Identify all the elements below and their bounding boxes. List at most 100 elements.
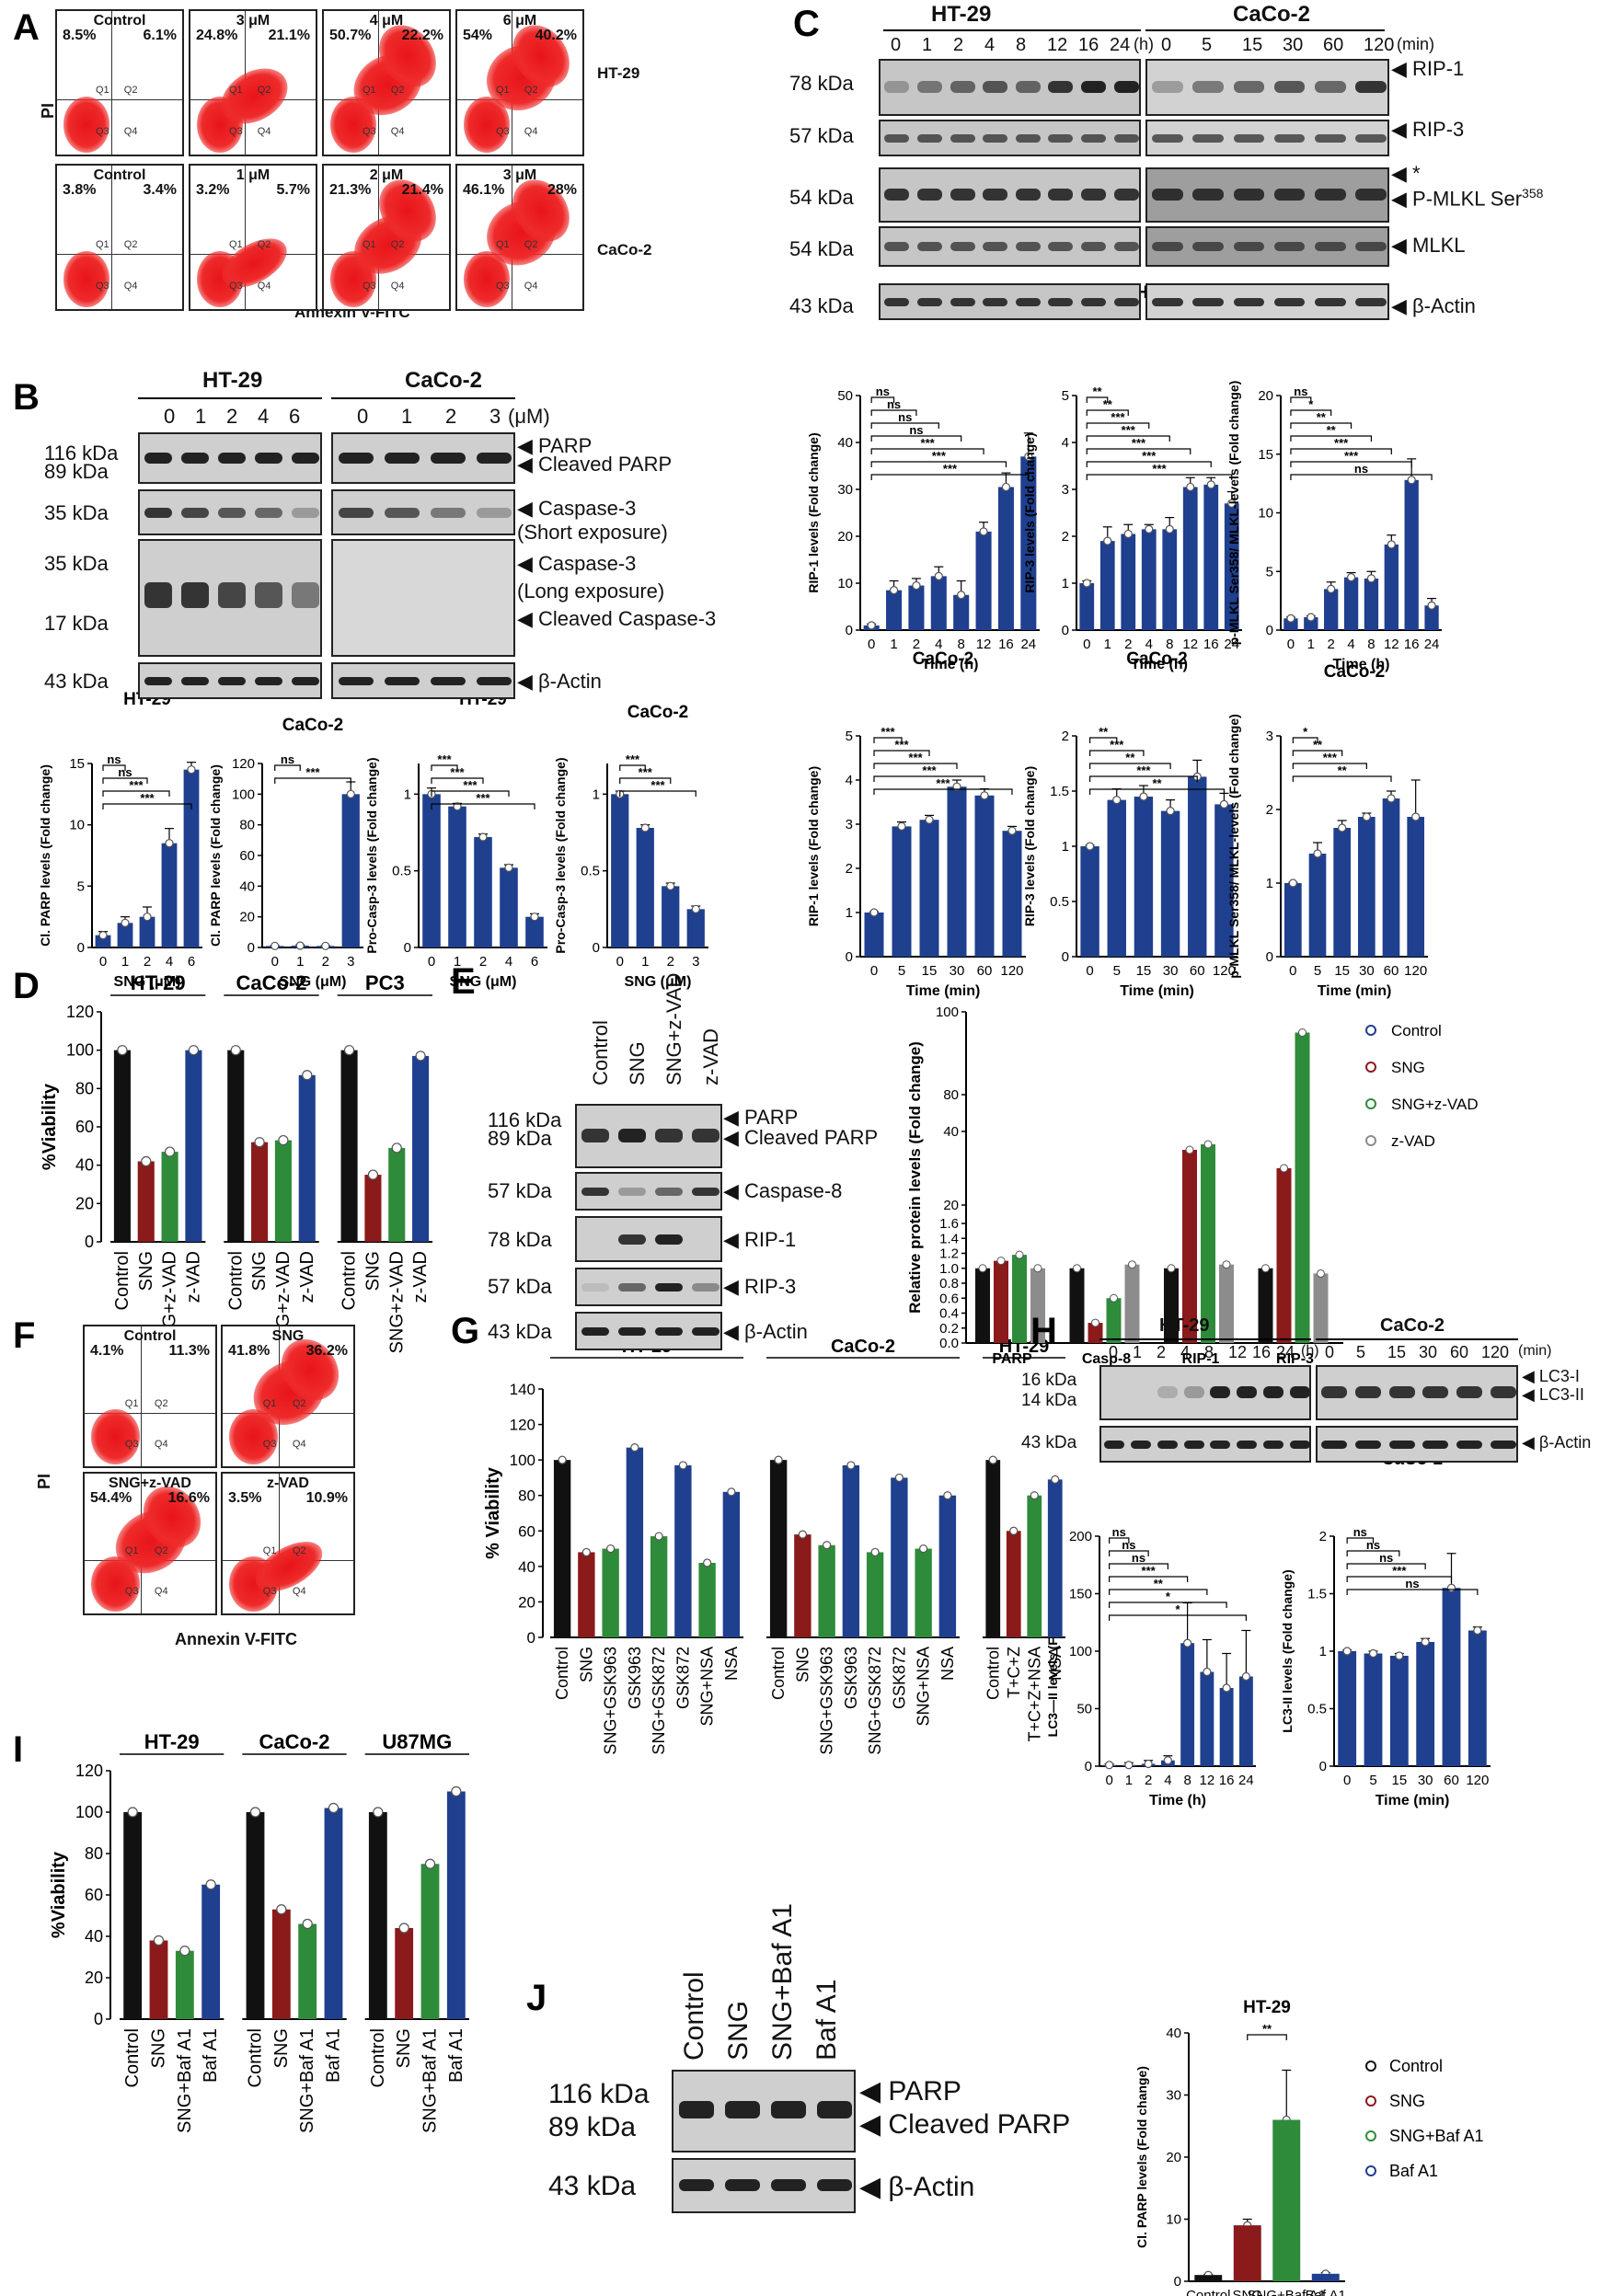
bar bbox=[769, 1460, 788, 1637]
bar bbox=[1343, 577, 1359, 630]
blot-strip bbox=[879, 167, 1141, 223]
y-tick-label: 150 bbox=[1069, 1587, 1092, 1602]
mw-marker: 16 kDa bbox=[1021, 1371, 1077, 1390]
blot-strip bbox=[138, 489, 322, 535]
blot-strip bbox=[672, 2070, 856, 2152]
x-tick-label: Control bbox=[246, 2028, 266, 2087]
facs-plot: Q1 Q2 Q3 Q4 6 μM 54% 40.2% bbox=[455, 9, 584, 156]
bar bbox=[1442, 1588, 1461, 1766]
x-tick-label: SNG bbox=[136, 1251, 156, 1291]
y-tick-label: 100 bbox=[232, 786, 255, 802]
y-tick-label: 20 bbox=[239, 910, 255, 925]
protein-band bbox=[654, 1282, 684, 1292]
x-tick-label: 60 bbox=[1384, 963, 1399, 979]
significance-bracket bbox=[1290, 396, 1312, 403]
x-tick-label: 15 bbox=[1391, 1773, 1407, 1788]
lane-label: 3 bbox=[489, 405, 501, 428]
blot-strip bbox=[879, 120, 1141, 156]
data-point bbox=[187, 765, 196, 775]
bar bbox=[298, 1074, 316, 1242]
lane-label: 1 bbox=[195, 405, 207, 428]
y-tick-label: 0 bbox=[404, 940, 411, 956]
y-tick-label: 0.5 bbox=[1307, 1702, 1327, 1717]
protein-band bbox=[1355, 189, 1387, 201]
y-tick-label: 120 bbox=[510, 1417, 535, 1434]
y-tick-label: 2 bbox=[1062, 529, 1069, 545]
x-tick-label: SNG bbox=[577, 1647, 595, 1682]
significance-bracket bbox=[1346, 1589, 1479, 1595]
x-tick-label: 4 bbox=[935, 637, 942, 652]
bar bbox=[650, 1536, 668, 1637]
data-point bbox=[980, 791, 989, 800]
y-tick-label: 0.8 bbox=[939, 1276, 959, 1292]
significance-label: *** bbox=[921, 436, 936, 450]
x-tick-label: Baf A1 bbox=[446, 2028, 466, 2083]
bar bbox=[227, 1050, 245, 1242]
x-tick-label: 60 bbox=[1190, 963, 1205, 979]
lane-label: 0 bbox=[1325, 1343, 1335, 1361]
protein-band bbox=[1048, 298, 1074, 306]
significance-label: *** bbox=[463, 778, 478, 792]
protein-label: ◀ PARP bbox=[859, 2076, 961, 2107]
protein-band bbox=[1314, 298, 1346, 306]
protein-band bbox=[950, 134, 975, 143]
significance-bracket bbox=[1109, 1563, 1168, 1569]
quadrant-percent: 3.4% bbox=[143, 182, 177, 198]
x-tick-label: 16 bbox=[998, 637, 1014, 652]
lane-label: 120 bbox=[1364, 35, 1395, 55]
protein-band bbox=[983, 80, 1008, 94]
protein-label: ◀ Caspase-3 bbox=[517, 497, 637, 520]
protein-band bbox=[254, 507, 283, 518]
x-tick-label: 15 bbox=[922, 963, 938, 979]
data-point bbox=[1395, 1651, 1404, 1660]
lane-label: SNG bbox=[626, 1041, 649, 1085]
data-point bbox=[1407, 476, 1416, 485]
y-tick-label: 5 bbox=[1062, 388, 1069, 404]
data-point bbox=[1206, 480, 1215, 489]
bar bbox=[1124, 1264, 1140, 1343]
data-point bbox=[978, 1264, 987, 1273]
lane-label: 2 bbox=[445, 405, 457, 428]
quadrant-label: Q4 bbox=[154, 1585, 168, 1597]
bar bbox=[1012, 1255, 1027, 1343]
protein-band bbox=[1321, 1386, 1348, 1399]
data-point bbox=[179, 1946, 190, 1957]
y-tick-label: 5 bbox=[77, 878, 85, 894]
quadrant-percent: 3.5% bbox=[228, 1490, 262, 1506]
mw-marker: 54 kDa bbox=[789, 237, 854, 260]
y-tick-label: 2 bbox=[846, 861, 853, 877]
quadrant-percent: 6.1% bbox=[143, 28, 177, 43]
mw-marker: 116 kDa bbox=[44, 442, 119, 465]
y-tick-label: 100 bbox=[75, 1803, 103, 1821]
protein-band bbox=[1490, 1386, 1516, 1399]
data-point bbox=[1227, 499, 1237, 508]
bar bbox=[892, 826, 912, 957]
data-point bbox=[1327, 584, 1336, 593]
bar bbox=[626, 1447, 644, 1637]
bar bbox=[1382, 798, 1400, 957]
x-tick-label: 8 bbox=[1183, 1773, 1191, 1788]
data-point bbox=[1219, 799, 1229, 809]
y-axis-label: RIP-1 levels (Fold change) bbox=[806, 766, 821, 926]
quadrant-label: Q1 bbox=[363, 239, 376, 250]
significance-label: ** bbox=[1327, 423, 1337, 437]
lane-label: Baf A1 bbox=[812, 1979, 842, 2061]
blot-strip bbox=[672, 2158, 856, 2213]
protein-band bbox=[1015, 134, 1041, 143]
y-tick-label: 0 bbox=[1266, 623, 1273, 638]
bar bbox=[474, 837, 492, 947]
data-point bbox=[691, 904, 700, 913]
protein-band bbox=[385, 507, 420, 518]
bar bbox=[794, 1534, 812, 1637]
data-point bbox=[846, 1461, 856, 1470]
x-tick-label: 5 bbox=[1113, 963, 1121, 979]
significance-label: *** bbox=[932, 449, 947, 463]
data-point bbox=[1387, 794, 1396, 803]
protein-band bbox=[1210, 1386, 1231, 1399]
y-tick-label: 80 bbox=[943, 1087, 959, 1103]
x-tick-label: GSK963 bbox=[626, 1647, 644, 1709]
data-point bbox=[230, 1045, 241, 1056]
protein-label: (Short exposure) bbox=[517, 521, 668, 544]
quadrant-label: Q3 bbox=[496, 280, 510, 292]
protein-band bbox=[144, 677, 173, 685]
